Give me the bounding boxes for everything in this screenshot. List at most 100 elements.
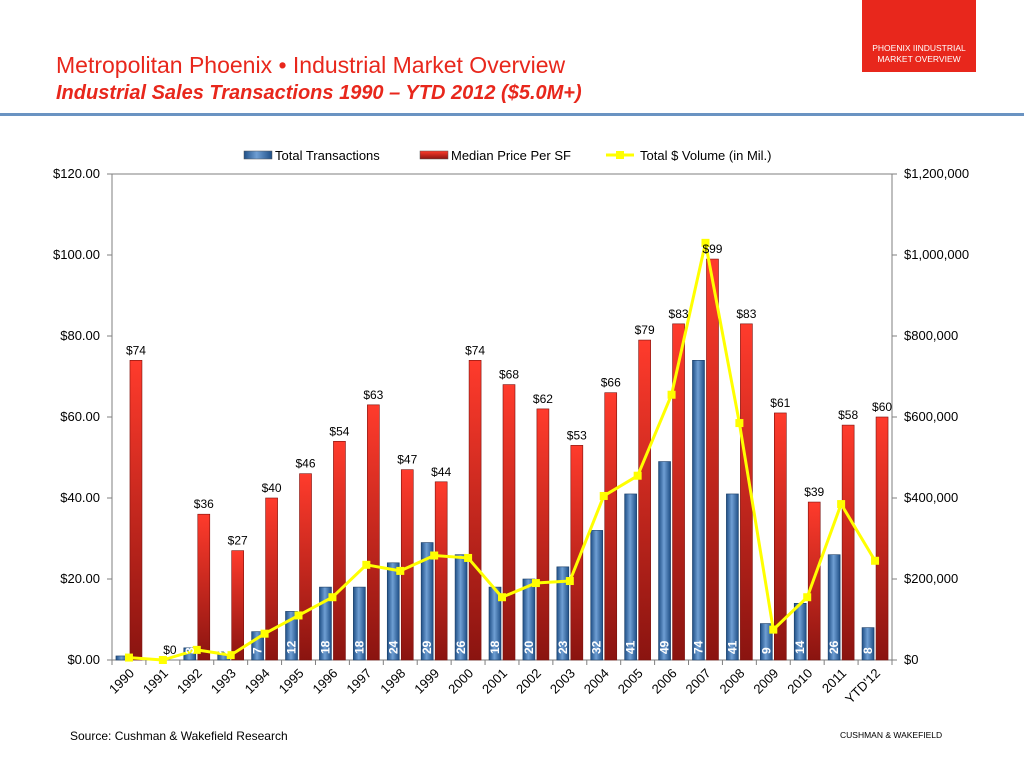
volume-point	[599, 491, 608, 500]
transaction-data-label: 49	[658, 640, 672, 654]
price-data-label: $74	[465, 343, 485, 357]
transaction-data-label: 20	[522, 640, 536, 654]
price-data-label: $39	[804, 485, 824, 499]
transaction-data-label: 3	[183, 647, 197, 654]
volume-point	[531, 579, 540, 588]
badge-line-1: PHOENIX IINDUSTRIAL	[872, 43, 966, 53]
transaction-bar	[285, 611, 298, 661]
x-tick-label: 1991	[140, 666, 171, 697]
price-data-label: $58	[838, 408, 858, 422]
volume-point	[633, 471, 642, 480]
price-data-label: $54	[329, 424, 349, 438]
transaction-data-label: 2	[217, 647, 231, 654]
volume-point	[735, 419, 744, 428]
x-tick-label: 2010	[784, 666, 815, 697]
x-tick-label: YTD'12	[842, 666, 883, 707]
transaction-bar	[861, 627, 875, 661]
transaction-data-label: 74	[691, 640, 705, 654]
median-price-bar	[468, 360, 482, 661]
price-data-label: $44	[431, 465, 451, 479]
x-tick-label: 2003	[547, 666, 578, 697]
median-price-bar	[740, 323, 753, 661]
x-tick-label: 2004	[581, 666, 612, 697]
volume-point	[565, 577, 574, 586]
x-tick-label: 1994	[242, 666, 273, 697]
transaction-data-label: 9	[759, 647, 773, 654]
sales-chart: Total Transactions Median Price Per SF Tot…	[53, 148, 969, 707]
transaction-data-label: 26	[454, 640, 468, 654]
transaction-data-label: 12	[285, 640, 299, 654]
transaction-bar	[522, 578, 536, 661]
median-price-bar	[265, 497, 278, 661]
x-tick-label: 1999	[411, 666, 442, 697]
median-price-bar	[638, 339, 651, 661]
volume-point	[464, 553, 473, 562]
x-tick-label: 1995	[276, 666, 307, 697]
volume-point	[837, 500, 846, 509]
x-tick-label: 2005	[615, 666, 646, 697]
transaction-data-label: 32	[590, 640, 604, 654]
volume-point	[803, 593, 812, 602]
x-tick-label: 2006	[649, 666, 680, 697]
price-data-label: $68	[499, 368, 519, 382]
x-tick-label: 2011	[819, 666, 849, 696]
median-price-bar	[570, 445, 584, 661]
volume-point	[701, 238, 710, 247]
transaction-data-labels: 1 0 3 2 7 12 18 18 24 29 26 18 20 23 32 41 49 74 41 9 14 26 8	[115, 640, 875, 654]
right-tick-label: $800,000	[904, 328, 958, 343]
price-data-label: $74	[126, 343, 146, 357]
transaction-data-label: 18	[488, 640, 502, 654]
legend-label-1: Median Price Per SF	[451, 148, 571, 163]
left-tick-label: $60.00	[60, 409, 100, 424]
transaction-data-label: 41	[725, 640, 739, 654]
brand-label: CUSHMAN & WAKEFIELD	[840, 730, 943, 740]
x-tick-label: 1990	[106, 666, 137, 697]
transaction-data-label: 1	[115, 647, 129, 654]
x-tick-label: 2008	[716, 666, 747, 697]
transaction-data-label: 7	[251, 647, 265, 654]
price-data-label: $83	[669, 307, 689, 321]
transaction-bar	[726, 493, 739, 661]
price-data-label: $63	[363, 388, 383, 402]
volume-point	[769, 625, 778, 634]
price-data-label: $36	[194, 497, 214, 511]
volume-point	[396, 566, 405, 575]
transaction-data-label: 26	[827, 640, 841, 654]
transaction-bar	[319, 586, 332, 661]
transaction-bar	[590, 530, 604, 661]
legend-swatch-1	[419, 150, 449, 160]
transaction-bar	[386, 562, 400, 661]
volume-point	[192, 645, 201, 654]
right-axis: $0 $200,000 $400,000 $600,000 $800,000 $1,000…	[892, 166, 969, 667]
volume-point	[124, 653, 133, 662]
transaction-data-label: 23	[556, 640, 570, 654]
median-price-bar	[129, 360, 143, 661]
median-price-bar	[536, 408, 550, 661]
transaction-data-label: 14	[793, 640, 807, 654]
transaction-data-label: 8	[861, 647, 875, 654]
price-data-label: $40	[262, 481, 282, 495]
volume-point	[328, 593, 337, 602]
x-axis: 1990 1991 1992 1993 1994 1995 1996 1997 1998 1999…	[106, 660, 893, 707]
legend-line-marker	[616, 151, 624, 159]
transaction-bar	[658, 461, 671, 661]
median-price-bar	[875, 416, 889, 661]
x-tick-label: 2000	[445, 666, 476, 697]
header-divider	[0, 113, 1024, 116]
median-price-bar	[841, 424, 855, 661]
x-tick-label: 1997	[343, 666, 374, 697]
right-tick-label: $1,000,000	[904, 247, 969, 262]
corner-badge: PHOENIX IINDUSTRIAL MARKET OVERVIEW	[862, 0, 976, 72]
price-data-label: $60	[872, 400, 892, 414]
volume-point	[294, 611, 303, 620]
x-tick-label: 1996	[309, 666, 340, 697]
price-data-label: $99	[702, 242, 722, 256]
left-tick-label: $80.00	[60, 328, 100, 343]
volume-point	[260, 629, 269, 638]
x-tick-label: 1993	[208, 666, 239, 697]
transaction-bar	[420, 542, 434, 661]
legend-swatch-0	[243, 150, 273, 160]
median-price-bar	[604, 392, 618, 661]
transaction-bar	[692, 360, 705, 661]
transaction-bar	[353, 586, 366, 661]
